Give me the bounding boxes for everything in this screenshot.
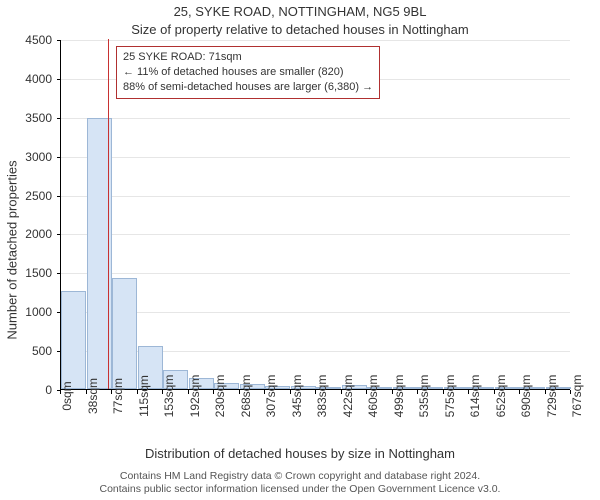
gridline-h xyxy=(61,40,570,41)
gridline-h xyxy=(61,118,570,119)
y-tick-label: 1000 xyxy=(25,305,52,319)
y-tick-label: 500 xyxy=(32,344,52,358)
chart-subtitle: Size of property relative to detached ho… xyxy=(0,22,600,37)
x-tick-label: 307sqm xyxy=(264,375,278,418)
x-tick-label: 192sqm xyxy=(188,375,202,418)
x-tick-label: 729sqm xyxy=(545,375,559,418)
x-tick-label: 153sqm xyxy=(162,375,176,418)
x-tick-label: 652sqm xyxy=(494,375,508,418)
gridline-h xyxy=(61,312,570,313)
gridline-h xyxy=(61,273,570,274)
y-tick-label: 3500 xyxy=(25,111,52,125)
x-tick-label: 767sqm xyxy=(570,375,584,418)
chart-title: 25, SYKE ROAD, NOTTINGHAM, NG5 9BL xyxy=(0,4,600,19)
y-tick-label: 0 xyxy=(45,383,52,397)
x-tick-label: 230sqm xyxy=(213,375,227,418)
y-tick-mark xyxy=(57,196,61,197)
y-tick-label: 3000 xyxy=(25,150,52,164)
gridline-h xyxy=(61,157,570,158)
y-tick-label: 4500 xyxy=(25,33,52,47)
y-tick-mark xyxy=(57,273,61,274)
annotation-line-3: 88% of semi-detached houses are larger (… xyxy=(123,80,373,95)
x-tick-label: 345sqm xyxy=(290,375,304,418)
x-tick-label: 690sqm xyxy=(519,375,533,418)
credits-line-2: Contains public sector information licen… xyxy=(0,483,600,496)
histogram-bar xyxy=(112,278,137,389)
annotation-box: 25 SYKE ROAD: 71sqm← 11% of detached hou… xyxy=(116,46,380,99)
y-tick-mark xyxy=(57,79,61,80)
y-tick-label: 2500 xyxy=(25,189,52,203)
y-tick-mark xyxy=(57,118,61,119)
annotation-line-2: ← 11% of detached houses are smaller (82… xyxy=(123,65,373,80)
credits-line-1: Contains HM Land Registry data © Crown c… xyxy=(0,470,600,483)
x-tick-label: 383sqm xyxy=(315,375,329,418)
x-tick-label: 115sqm xyxy=(137,375,151,417)
y-tick-label: 4000 xyxy=(25,72,52,86)
gridline-h xyxy=(61,196,570,197)
credits-text: Contains HM Land Registry data © Crown c… xyxy=(0,470,600,496)
y-tick-label: 1500 xyxy=(25,266,52,280)
x-tick-label: 38sqm xyxy=(86,378,100,414)
reference-line xyxy=(108,39,109,389)
x-tick-label: 460sqm xyxy=(366,375,380,418)
y-tick-mark xyxy=(57,157,61,158)
x-tick-label: 499sqm xyxy=(392,375,406,418)
x-tick-label: 614sqm xyxy=(468,375,482,418)
x-tick-label: 535sqm xyxy=(417,375,431,418)
annotation-line-1: 25 SYKE ROAD: 71sqm xyxy=(123,50,373,65)
y-tick-mark xyxy=(57,234,61,235)
x-tick-label: 422sqm xyxy=(341,375,355,418)
y-tick-labels: 050010001500200025003000350040004500 xyxy=(0,40,56,390)
plot-area: 25 SYKE ROAD: 71sqm← 11% of detached hou… xyxy=(60,40,570,390)
x-axis-label: Distribution of detached houses by size … xyxy=(0,446,600,461)
y-tick-label: 2000 xyxy=(25,227,52,241)
histogram-bar xyxy=(61,291,86,389)
x-tick-labels: 0sqm38sqm77sqm115sqm153sqm192sqm230sqm26… xyxy=(60,390,570,450)
x-tick-label: 575sqm xyxy=(443,375,457,418)
x-tick-label: 77sqm xyxy=(111,378,125,414)
y-tick-mark xyxy=(57,40,61,41)
gridline-h xyxy=(61,234,570,235)
x-tick-label: 268sqm xyxy=(239,375,253,418)
x-tick-label: 0sqm xyxy=(60,381,74,410)
